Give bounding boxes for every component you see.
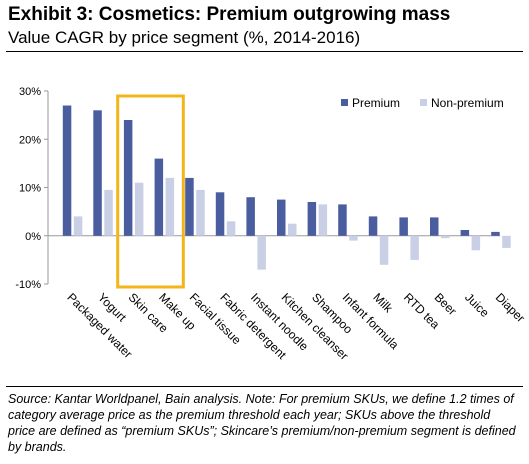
premium-bar-juice	[460, 230, 470, 236]
non-premium-bar-infant-formula	[349, 235, 358, 241]
legend-label: Non-premium	[431, 96, 504, 110]
premium-bar-yogurt	[93, 110, 102, 236]
premium-bar-milk	[368, 216, 378, 236]
y-tick-label: 0%	[25, 231, 41, 243]
legend-swatch	[420, 99, 427, 106]
premium-bar-packaged-water	[62, 105, 72, 236]
premium-bar-instant-noodle	[246, 197, 255, 236]
non-premium-bar-kitchen-cleanser	[288, 223, 297, 236]
legend-label: Premium	[352, 96, 400, 110]
top-divider	[6, 51, 523, 52]
non-premium-bar-milk	[379, 235, 389, 265]
y-tick-label: -10%	[15, 279, 41, 291]
bar-chart: 30% 20% 10% 0% -10% Packaged waterYogurtSkin…	[15, 86, 527, 363]
premium-bar-kitchen-cleanser	[277, 199, 286, 236]
legend: Premium Non-premium	[341, 96, 504, 110]
premium-bar-diaper	[491, 231, 500, 236]
y-tick-label: 30%	[19, 86, 41, 98]
legend-swatch	[341, 99, 348, 106]
non-premium-bar-diaper	[502, 235, 511, 248]
non-premium-bar-instant-noodle	[257, 235, 266, 270]
non-premium-bar-beer	[441, 235, 450, 239]
premium-bar-facial-tissue	[185, 177, 194, 236]
non-premium-bar-make-up	[165, 177, 175, 236]
chart-subtitle: Value CAGR by price segment (%, 2014-201…	[8, 28, 361, 47]
premium-bar-infant-formula	[338, 204, 347, 236]
premium-bar-make-up	[154, 158, 164, 236]
highlight-box	[116, 94, 185, 289]
non-premium-bar-packaged-water	[73, 216, 83, 236]
highlight-rect	[116, 94, 185, 289]
y-tick-label: 20%	[19, 134, 41, 146]
non-premium-bar-juice	[471, 235, 481, 251]
y-axis: 30% 20% 10% 0% -10%	[15, 86, 500, 291]
bar-series	[62, 105, 511, 270]
non-premium-bar-shampoo	[318, 204, 328, 236]
category-label: Juice	[462, 290, 492, 320]
category-label: Diaper	[493, 290, 528, 325]
premium-bar-rtd-tea	[399, 217, 408, 236]
non-premium-bar-rtd-tea	[410, 235, 419, 260]
category-label: Milk	[370, 290, 396, 316]
non-premium-bar-fabric-detergent	[226, 221, 236, 236]
non-premium-bar-yogurt	[104, 189, 113, 236]
premium-bar-beer	[430, 217, 439, 236]
bottom-divider	[6, 386, 523, 387]
non-premium-bar-skin-care	[134, 182, 144, 236]
non-premium-bar-facial-tissue	[196, 189, 205, 236]
premium-bar-skin-care	[123, 120, 133, 236]
premium-bar-fabric-detergent	[215, 192, 225, 236]
source-note: Source: Kantar Worldpanel, Bain analysis…	[8, 392, 516, 454]
chart-title: Exhibit 3: Cosmetics: Premium outgrowing…	[8, 4, 451, 25]
y-tick-label: 10%	[19, 183, 41, 195]
premium-bar-shampoo	[307, 202, 317, 236]
